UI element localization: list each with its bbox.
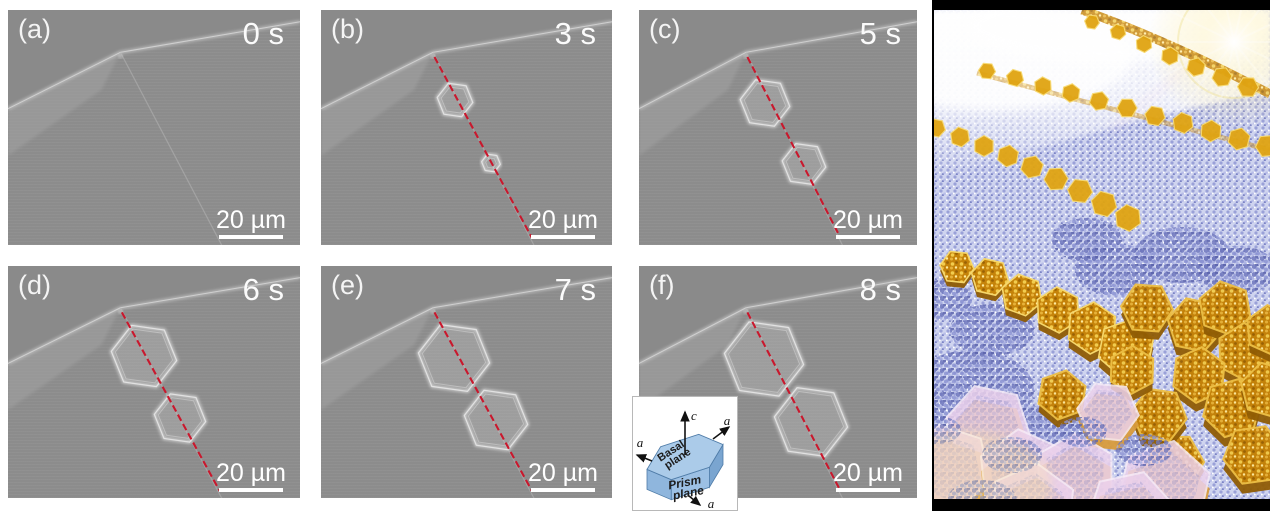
a-axis-label-1: a — [724, 413, 731, 428]
time-label: 0 s — [242, 16, 284, 51]
a-axis-label-3: a — [708, 496, 715, 510]
time-label: 5 s — [859, 16, 901, 51]
a-axis-arrow-2 — [635, 454, 653, 463]
scale-bar: 20 µm — [833, 461, 903, 492]
scale-bar: 20 µm — [216, 461, 286, 492]
time-label: 8 s — [859, 272, 901, 307]
scale-bar: 20 µm — [528, 461, 598, 492]
scale-bar: 20 µm — [216, 208, 286, 239]
scale-bar-line — [531, 488, 595, 492]
sem-panel-e: (e) 7 s 20 µm — [321, 266, 612, 498]
panel-label: (c) — [649, 14, 681, 44]
sem-image — [8, 10, 300, 245]
sem-panel-b: (b) 3 s 20 µm — [321, 10, 612, 245]
scale-bar-text: 20 µm — [833, 206, 903, 234]
panel-label: (d) — [18, 270, 51, 300]
time-label: 3 s — [554, 16, 596, 51]
sem-panel-d: (d) 6 s 20 µm — [8, 266, 300, 498]
panel-label: (a) — [18, 14, 51, 44]
sem-image — [8, 266, 300, 498]
scale-bar-text: 20 µm — [216, 206, 286, 234]
sem-image — [639, 266, 917, 498]
scale-bar: 20 µm — [833, 208, 903, 239]
scale-bar-text: 20 µm — [833, 459, 903, 487]
illustration-canvas — [852, 0, 1270, 511]
sem-image — [321, 266, 612, 498]
c-axis-label: c — [691, 408, 697, 423]
scale-bar-line — [531, 235, 595, 239]
scale-bar-line — [219, 488, 283, 492]
scale-bar-text: 20 µm — [528, 459, 598, 487]
inset-crystal-schematic: c a a a Basal plane Prism plane — [632, 396, 738, 511]
scale-bar-line — [219, 235, 283, 239]
scale-bar-text: 20 µm — [216, 459, 286, 487]
panel-label: (b) — [331, 14, 364, 44]
sem-panel-a: (a) 0 s 20 µm — [8, 10, 300, 245]
time-label: 6 s — [242, 272, 284, 307]
panel-label: (e) — [331, 270, 364, 300]
prism-plane-label: Prism plane — [667, 472, 708, 504]
sem-panel-c: (c) 5 s 20 µm — [639, 10, 917, 245]
hexagonal-prism-diagram: c a a a Basal plane Prism plane — [635, 408, 731, 511]
hexagonal-crystals — [872, 14, 1270, 511]
sem-image — [639, 10, 917, 245]
scale-bar-line — [836, 235, 900, 239]
basal-face — [646, 433, 724, 481]
a-axis-arrow-3 — [688, 495, 702, 506]
illustration-3d-render — [852, 0, 1270, 511]
sem-image — [321, 10, 612, 245]
scale-bar-line — [836, 488, 900, 492]
scale-bar-text: 20 µm — [528, 206, 598, 234]
letterbox-bars — [932, 0, 1270, 511]
time-label: 7 s — [554, 272, 596, 307]
panel-label: (f) — [649, 270, 675, 300]
a-axis-label-2: a — [637, 435, 644, 450]
a-axis-arrow-1 — [712, 426, 731, 440]
scale-bar: 20 µm — [528, 208, 598, 239]
